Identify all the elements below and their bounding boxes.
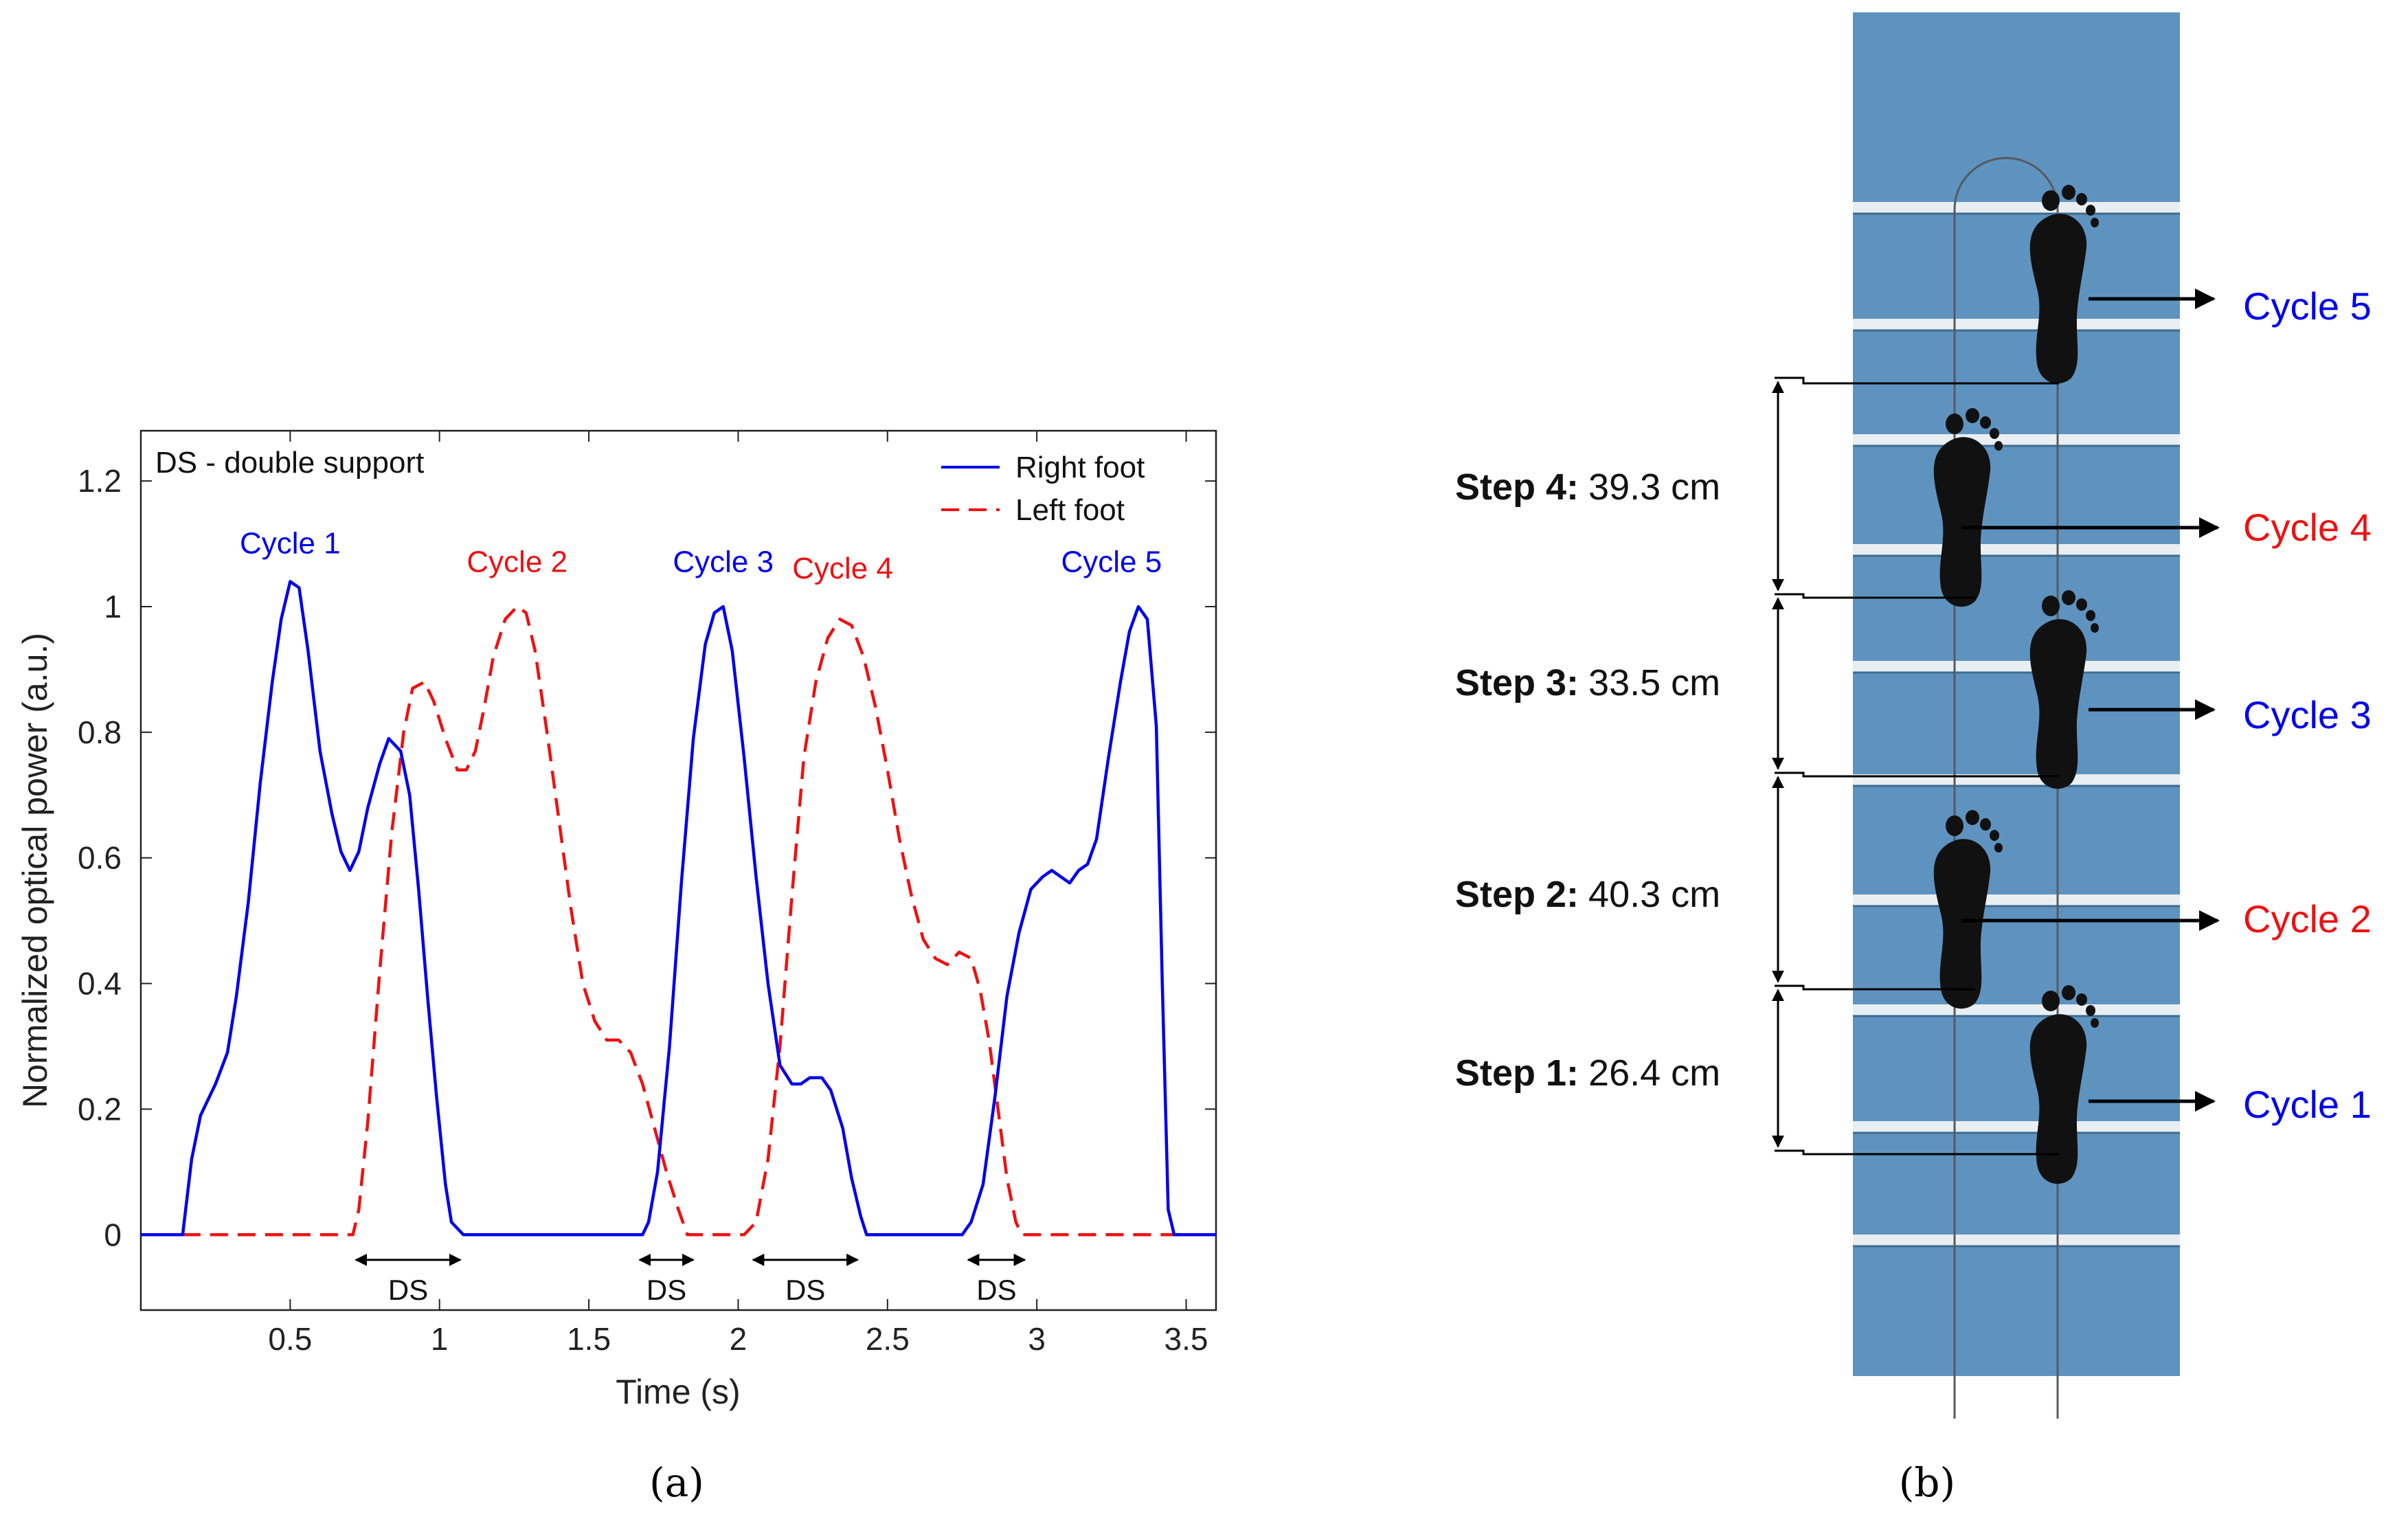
series-right-foot [141, 580, 1216, 1237]
rail [1853, 202, 2180, 213]
series-left-foot [182, 605, 1175, 1237]
walkway-panel: Step 4: 39.3 cm Step 3: 33.5 cm Step 2: 40.… [1455, 12, 2372, 1506]
fiber-loop [1953, 157, 2059, 1419]
walkway-cycle-5: Cycle 5 [2243, 284, 2372, 328]
ds-label: DS [785, 1274, 825, 1306]
rail [1853, 1121, 2180, 1132]
walkway-floor [1853, 12, 2180, 1376]
cycle-label-5: Cycle 5 [1061, 545, 1162, 579]
axis-ticks: 0.5 1 1.5 2 2.5 3 3.5 0 0.2 0.4 0.6 0.8 1 1.2 [78, 431, 1216, 1357]
ds-label: DS [976, 1274, 1016, 1306]
plot-area [139, 429, 1217, 1311]
step-4-label: Step 4: 39.3 cm [1455, 466, 1720, 508]
rail [1853, 894, 2180, 905]
step-labels: Step 4: 39.3 cm Step 3: 33.5 cm Step 2: 40.… [1455, 466, 1720, 1094]
cycle-labels: Cycle 1 Cycle 2 Cycle 3 Cycle 4 Cycle 5 [240, 526, 1162, 585]
cycle-label-4: Cycle 4 [792, 552, 893, 585]
rail [1853, 319, 2180, 330]
cycle-label-1: Cycle 1 [240, 526, 341, 560]
legend-label-left: Left foot [1015, 493, 1125, 527]
chart-panel: 0.5 1 1.5 2 2.5 3 3.500.20.40.60.811.2 DS DS DS D… [16, 429, 1217, 1506]
y-tick-label: 0.2 [78, 1091, 122, 1127]
rail [1853, 1004, 2180, 1015]
legend-label-right: Right foot [1015, 451, 1145, 484]
rail [1853, 1235, 2180, 1246]
y-axis-title: Normalized optical power (a.u.) [16, 633, 54, 1108]
x-tick-label: 3.5 [1164, 1321, 1208, 1357]
ds-label: DS [388, 1274, 428, 1306]
cycle-labels-b: Cycle 5 Cycle 4 Cycle 3 Cycle 2 Cycle 1 [2243, 284, 2372, 1126]
ds-label: DS [646, 1274, 686, 1306]
cycle-label-2: Cycle 2 [466, 545, 567, 579]
cycle-arrows [1961, 289, 2220, 1112]
step-3-label: Step 3: 33.5 cm [1455, 662, 1720, 703]
rail [1853, 544, 2180, 555]
x-tick-label: 2.5 [866, 1321, 910, 1357]
series-lines [141, 580, 1216, 1237]
double-support-markers: DS DS DS DS [355, 1253, 1026, 1306]
walkway-cycle-3: Cycle 3 [2243, 693, 2372, 736]
x-tick-label: 1 [431, 1321, 449, 1357]
walkway-cycle-1: Cycle 1 [2243, 1083, 2372, 1126]
y-tick-label: 0.8 [78, 714, 122, 750]
ds-note: DS - double support [155, 446, 424, 480]
walkway-rails [1853, 202, 2180, 1248]
x-tick-label: 2 [730, 1321, 747, 1357]
rail [1853, 661, 2180, 672]
x-tick-label: 3 [1028, 1321, 1046, 1357]
y-tick-label: 1 [104, 589, 122, 624]
x-tick-label: 1.5 [567, 1321, 611, 1357]
step-brackets [1772, 376, 2059, 1156]
step-1-label: Step 1: 26.4 cm [1455, 1052, 1720, 1094]
y-tick-label: 0 [104, 1217, 122, 1252]
x-axis-title: Time (s) [616, 1373, 740, 1411]
y-tick-label: 0.6 [78, 840, 122, 876]
cycle-label-3: Cycle 3 [673, 545, 774, 579]
rail [1853, 434, 2180, 445]
legend: Right foot Left foot [941, 451, 1145, 527]
y-tick-label: 1.2 [78, 463, 122, 499]
panel-label-b: (b) [1899, 1459, 1955, 1506]
walkway-cycle-2: Cycle 2 [2243, 897, 2372, 940]
x-tick-label: 0.5 [268, 1321, 312, 1357]
walkway-cycle-4: Cycle 4 [2243, 506, 2372, 549]
step-2-label: Step 2: 40.3 cm [1455, 874, 1720, 915]
y-tick-label: 0.4 [78, 966, 122, 1002]
panel-label-a: (a) [649, 1459, 704, 1506]
